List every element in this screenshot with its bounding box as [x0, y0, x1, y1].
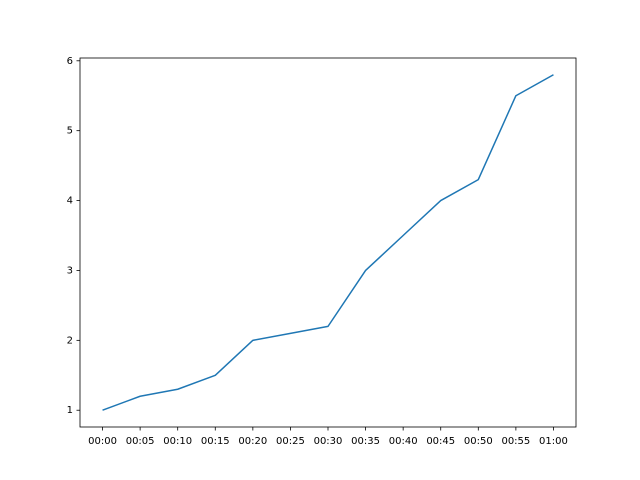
- x-tick-label: 00:45: [426, 436, 455, 447]
- y-tick-label: 3: [67, 265, 73, 276]
- x-tick-label: 00:20: [238, 436, 267, 447]
- y-tick-label: 4: [67, 196, 73, 207]
- y-tick-label: 2: [67, 335, 73, 346]
- x-tick-label: 00:55: [501, 436, 530, 447]
- x-tick-label: 00:40: [389, 436, 418, 447]
- x-tick-label: 00:50: [464, 436, 493, 447]
- x-tick-label: 00:00: [88, 436, 117, 447]
- x-tick-label: 00:15: [201, 436, 230, 447]
- x-tick-label: 00:25: [276, 436, 305, 447]
- x-tick-label: 00:35: [351, 436, 380, 447]
- x-tick-label: 00:05: [126, 436, 155, 447]
- y-tick-label: 5: [67, 126, 73, 137]
- y-tick-label: 1: [67, 405, 73, 416]
- axes-frame: [79, 57, 577, 428]
- line: [102, 74, 554, 411]
- x-tick-label: 01:00: [539, 436, 568, 447]
- x-tick-label: 00:30: [314, 436, 343, 447]
- x-tick-label: 00:10: [163, 436, 192, 447]
- y-tick-label: 6: [67, 56, 73, 67]
